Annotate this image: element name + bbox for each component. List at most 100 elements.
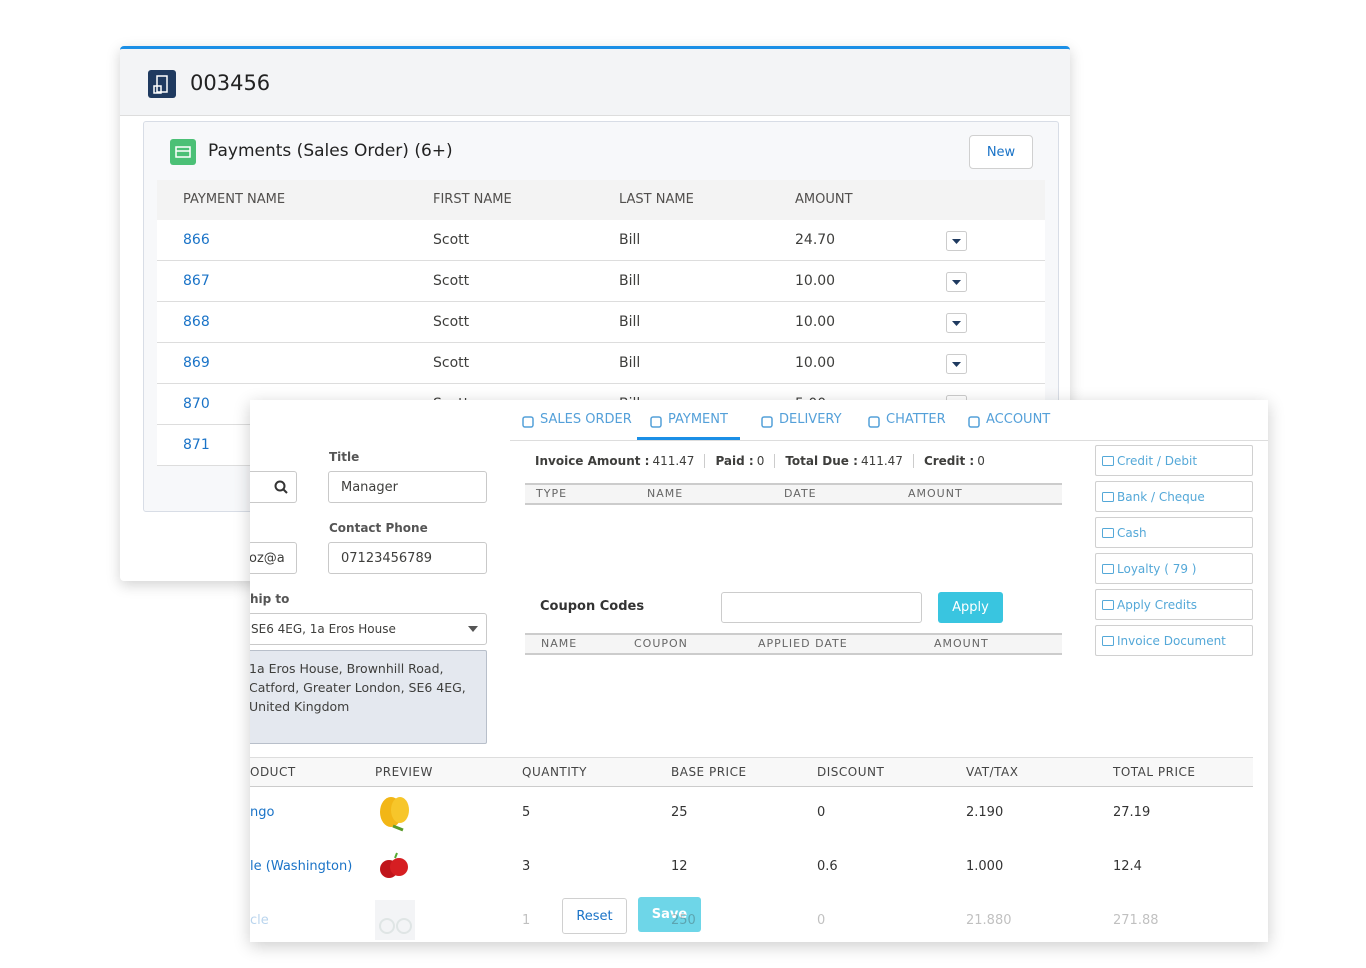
coupon-table-header: NAME COUPON APPLIED DATE AMOUNT bbox=[525, 633, 1062, 655]
cell: Bill bbox=[619, 273, 641, 289]
phone-input[interactable]: 07123456789 bbox=[328, 542, 487, 574]
summary-label: Credit : bbox=[923, 454, 975, 468]
tab[interactable]: DELIVERY bbox=[779, 412, 842, 427]
row-action bbox=[946, 231, 967, 255]
product-table-header: ODUCT PREVIEW QUANTITY BASE PRICE DISCOUNT VA… bbox=[250, 757, 1253, 787]
cell: Scott bbox=[433, 232, 470, 248]
product-preview bbox=[375, 900, 415, 940]
column-header: NAME bbox=[541, 637, 578, 650]
column-header: DISCOUNT bbox=[817, 765, 885, 779]
table-row bbox=[157, 220, 1045, 261]
tab-icon bbox=[761, 416, 773, 428]
apply-button[interactable]: Apply bbox=[938, 592, 1003, 623]
payment-link[interactable]: 868 bbox=[183, 314, 210, 330]
payment-method-button[interactable]: Cash bbox=[1095, 517, 1253, 548]
column-header: PAYMENT NAME bbox=[183, 192, 286, 207]
record-id: 003456 bbox=[190, 71, 271, 95]
tab[interactable]: ACCOUNT bbox=[986, 412, 1051, 427]
payment-link[interactable]: 870 bbox=[183, 396, 210, 412]
table-row bbox=[157, 343, 1045, 384]
tab[interactable]: CHATTER bbox=[886, 412, 946, 427]
tab-active-underline bbox=[637, 437, 740, 440]
method-icon bbox=[1102, 527, 1114, 538]
row-action bbox=[946, 272, 967, 296]
tab-icon bbox=[522, 416, 534, 428]
method-icon bbox=[1102, 455, 1114, 466]
tab-icon bbox=[650, 416, 662, 428]
row-action bbox=[946, 313, 967, 333]
ship-select[interactable]: SE6 4EG, 1a Eros House bbox=[250, 613, 487, 645]
payments-title: Payments (Sales Order) (6+) bbox=[208, 141, 453, 161]
summary-label: Invoice Amount : bbox=[535, 454, 650, 468]
ship-label: hip to bbox=[250, 592, 290, 606]
product-cell: 250 bbox=[671, 913, 696, 928]
tab-icon bbox=[868, 416, 880, 428]
payments-icon bbox=[170, 139, 196, 165]
title-label: Title bbox=[329, 450, 360, 464]
coupon-label: Coupon Codes bbox=[540, 599, 645, 614]
summary-item: Credit :0 bbox=[924, 454, 995, 468]
payment-method-button[interactable]: Loyalty ( 79 ) bbox=[1095, 553, 1253, 584]
product-cell: 3 bbox=[522, 859, 531, 874]
column-header: QUANTITY bbox=[522, 765, 587, 779]
product-cell: 271.88 bbox=[1113, 913, 1159, 928]
column-header: LAST NAME bbox=[619, 192, 694, 207]
summary-value: 411.47 bbox=[652, 454, 695, 468]
payment-link[interactable]: 871 bbox=[183, 437, 210, 453]
title-input[interactable]: Manager bbox=[328, 471, 487, 503]
tab[interactable]: SALES ORDER bbox=[540, 412, 632, 427]
row-action bbox=[946, 354, 967, 374]
product-link[interactable]: cle bbox=[250, 913, 269, 928]
tab-icon bbox=[968, 413, 980, 432]
cell: 24.70 bbox=[795, 232, 836, 248]
column-header: TYPE bbox=[536, 487, 568, 500]
tab-bar: SALES ORDER PAYMENT DELIVERY CHATTER ACCOUNT bbox=[510, 400, 1268, 441]
coupon-input[interactable] bbox=[721, 592, 922, 623]
product-preview bbox=[380, 797, 409, 832]
column-header: PREVIEW bbox=[375, 765, 433, 779]
product-link[interactable]: le (Washington) bbox=[250, 859, 353, 874]
payment-link[interactable]: 869 bbox=[183, 355, 210, 371]
payment-link[interactable]: 866 bbox=[183, 232, 210, 248]
search-input[interactable] bbox=[250, 471, 297, 503]
cell: 10.00 bbox=[795, 314, 836, 330]
payment-link[interactable]: 867 bbox=[183, 273, 210, 289]
reset-button[interactable]: Reset bbox=[562, 898, 627, 934]
column-header: DATE bbox=[784, 487, 817, 500]
address-textarea[interactable]: 1a Eros House, Brownhill Road, Catford, G… bbox=[250, 650, 487, 744]
method-label: Bank / Cheque bbox=[1117, 489, 1205, 504]
product-cell: 0 bbox=[817, 805, 826, 820]
order-card: SALES ORDER PAYMENT DELIVERY CHATTER ACCOUNT… bbox=[250, 400, 1268, 942]
summary-label: Paid : bbox=[715, 454, 754, 468]
tab-icon bbox=[868, 413, 880, 432]
method-label: Apply Credits bbox=[1117, 597, 1198, 612]
payment-method-button[interactable]: Credit / Debit bbox=[1095, 445, 1253, 476]
record-card: 003456 Payments (Sales Order) (6+) New P… bbox=[120, 46, 1070, 581]
method-icon bbox=[1102, 491, 1114, 502]
payment-method-button[interactable]: Invoice Document bbox=[1095, 625, 1253, 656]
product-link[interactable]: ngo bbox=[250, 805, 275, 820]
cell: 10.00 bbox=[795, 273, 836, 289]
tab-icon bbox=[761, 413, 773, 432]
tab[interactable]: PAYMENT bbox=[668, 412, 728, 427]
table-row bbox=[157, 261, 1045, 302]
summary-value: 0 bbox=[977, 454, 985, 468]
method-label: Loyalty ( 79 ) bbox=[1117, 561, 1197, 576]
save-button[interactable]: Save bbox=[638, 897, 701, 932]
payment-method-button[interactable]: Bank / Cheque bbox=[1095, 481, 1253, 512]
method-label: Credit / Debit bbox=[1117, 453, 1198, 468]
row-action bbox=[946, 313, 967, 337]
product-cell: 0.6 bbox=[817, 859, 838, 874]
product-cell: 2.190 bbox=[966, 805, 1004, 820]
product-cell: 25 bbox=[671, 805, 688, 820]
column-header: AMOUNT bbox=[908, 487, 963, 500]
column-header: COUPON bbox=[634, 637, 688, 650]
product-cell: 27.19 bbox=[1113, 805, 1151, 820]
email-input[interactable]: oz@a bbox=[250, 542, 297, 574]
tab-icon bbox=[650, 413, 662, 432]
new-button[interactable]: New bbox=[969, 135, 1033, 169]
record-header bbox=[120, 49, 1070, 116]
payment-method-button[interactable]: Apply Credits bbox=[1095, 589, 1253, 620]
row-action bbox=[946, 354, 967, 378]
cell: Bill bbox=[619, 355, 641, 371]
